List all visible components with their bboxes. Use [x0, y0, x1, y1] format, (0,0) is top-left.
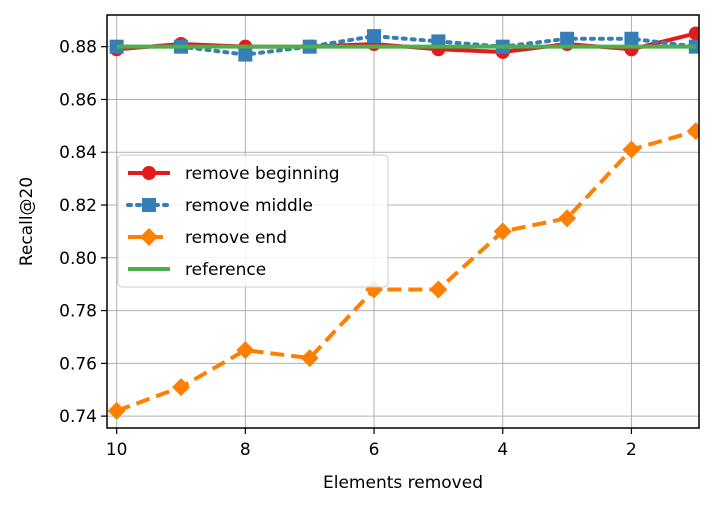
series-line: [115, 129, 697, 413]
y-tick-label: 0.84: [59, 143, 97, 163]
x-tick-label: 6: [369, 440, 380, 460]
x-tick-label: 2: [626, 440, 637, 460]
series-layer: [107, 26, 699, 420]
data-point: [624, 31, 639, 46]
y-tick-label: 0.78: [59, 302, 97, 322]
data-point: [429, 280, 448, 299]
legend-entry: remove end: [128, 228, 287, 248]
y-tick-label: 0.80: [59, 249, 97, 269]
legend-marker: [142, 198, 156, 212]
data-point: [238, 47, 253, 62]
legend-label: remove middle: [185, 196, 313, 216]
y-tick-label: 0.88: [59, 38, 97, 58]
y-axis-title: Recall@20: [17, 177, 37, 266]
plot-frame: [106, 14, 700, 429]
data-point: [558, 209, 577, 228]
series-remove-end: [107, 122, 699, 420]
legend-entry: remove beginning: [128, 164, 340, 184]
y-tick-label: 0.74: [59, 407, 97, 427]
legend: remove beginning remove middle remove end r…: [117, 154, 389, 288]
data-point: [493, 222, 512, 241]
series-line: [114, 34, 698, 57]
y-tick-label: 0.86: [59, 90, 97, 110]
data-point: [300, 349, 319, 368]
x-tick-label: 8: [240, 440, 251, 460]
legend-marker: [140, 228, 158, 246]
y-tick-label: 0.82: [59, 196, 97, 216]
x-tick-label: 10: [106, 440, 128, 460]
legend-label: remove beginning: [185, 164, 340, 184]
data-point: [107, 401, 126, 420]
legend-entry: reference: [128, 260, 266, 280]
series-remove-beginning: [109, 26, 699, 59]
data-point: [622, 140, 641, 159]
data-point: [172, 378, 190, 397]
data-point: [367, 29, 382, 44]
legend-marker: [142, 166, 156, 180]
x-axis-title: Elements removed: [323, 473, 483, 493]
data-point: [686, 122, 699, 141]
data-point: [560, 31, 575, 46]
series-line: [116, 31, 697, 54]
legend-label: remove end: [185, 228, 287, 248]
legend-box: [117, 154, 389, 288]
y-tick-label: 0.76: [59, 354, 97, 374]
legend-label: reference: [185, 260, 266, 280]
data-point: [688, 26, 699, 41]
legend-entry: remove middle: [126, 196, 313, 216]
data-point: [236, 341, 255, 360]
axes: 10 8 6 4 2 0.74 0.76 0.78 0.80 0.82 0.84 0.86 0.88: [59, 14, 700, 460]
x-tick-label: 4: [497, 440, 508, 460]
